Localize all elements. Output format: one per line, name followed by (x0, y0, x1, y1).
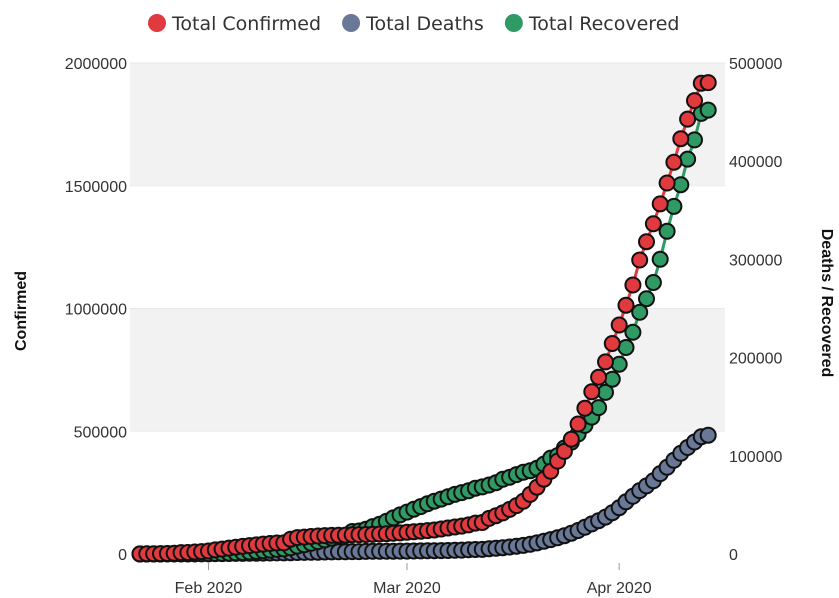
legend-label: Total Confirmed (171, 13, 321, 35)
data-point (631, 251, 649, 269)
legend-label: Total Recovered (528, 13, 680, 35)
y-left-tick-label: 500000 (74, 424, 127, 441)
data-point (658, 222, 676, 240)
y-left-tick-label: 2000000 (65, 56, 127, 73)
data-point (651, 250, 669, 268)
data-point (597, 353, 614, 371)
y-right-tick-label: 200000 (729, 351, 782, 368)
data-point (617, 296, 635, 314)
y-right-tick-label: 100000 (729, 449, 782, 466)
data-point (590, 368, 608, 386)
y-right-tick-label: 400000 (729, 154, 782, 171)
data-point (686, 92, 703, 110)
data-point (624, 276, 642, 294)
data-point (672, 130, 690, 148)
data-point (638, 233, 655, 251)
x-tick-label: Feb 2020 (175, 580, 243, 597)
grid-bands (130, 62, 725, 432)
y-right-tick-label: 0 (729, 547, 738, 564)
data-point (644, 274, 662, 291)
data-point (603, 370, 621, 388)
plot-area (131, 74, 717, 563)
y-left-tick-label: 1000000 (65, 302, 127, 319)
data-point (610, 316, 628, 334)
data-point (617, 339, 635, 356)
y-left-tick-label: 1500000 (65, 179, 127, 196)
data-point (686, 131, 703, 149)
data-point (638, 290, 655, 308)
data-point (665, 197, 683, 215)
x-tick-label: Apr 2020 (587, 580, 652, 597)
data-point (679, 110, 697, 128)
data-point (583, 383, 601, 401)
data-point (665, 153, 683, 171)
y-axis-left: 0 500000 1000000 1500000 2000000 (65, 56, 127, 564)
x-axis: Feb 2020 Mar 2020 Apr 2020 (175, 563, 652, 597)
grid-band (130, 63, 725, 186)
y-right-tick-label: 300000 (729, 252, 782, 269)
data-point (672, 176, 690, 194)
legend-marker (504, 14, 523, 32)
data-point (679, 150, 697, 168)
legend-label: Total Deaths (365, 13, 484, 35)
data-point (603, 335, 621, 352)
data-point (699, 74, 717, 92)
data-point (631, 303, 649, 321)
data-point (699, 101, 717, 119)
data-point (624, 323, 642, 341)
series-total-confirmed (131, 74, 717, 563)
data-point (562, 430, 580, 448)
legend-marker (342, 14, 361, 32)
y-left-tick-label: 0 (118, 547, 127, 564)
y-axis-right: 0 100000 200000 300000 400000 500000 (729, 56, 782, 564)
x-tick-label: Mar 2020 (373, 580, 441, 597)
data-point (610, 355, 628, 373)
legend: Total Confirmed Total Deaths Total Recover… (148, 13, 679, 35)
data-point (699, 426, 717, 444)
data-point (644, 215, 662, 233)
data-point (651, 195, 669, 213)
legend-marker (148, 14, 166, 32)
y-axis-right-title: Deaths / Recovered (818, 229, 835, 378)
data-point (576, 399, 594, 417)
data-point (658, 174, 676, 192)
data-point (569, 415, 587, 433)
y-right-tick-label: 500000 (729, 56, 782, 73)
y-axis-left-title: Confirmed (13, 271, 30, 351)
